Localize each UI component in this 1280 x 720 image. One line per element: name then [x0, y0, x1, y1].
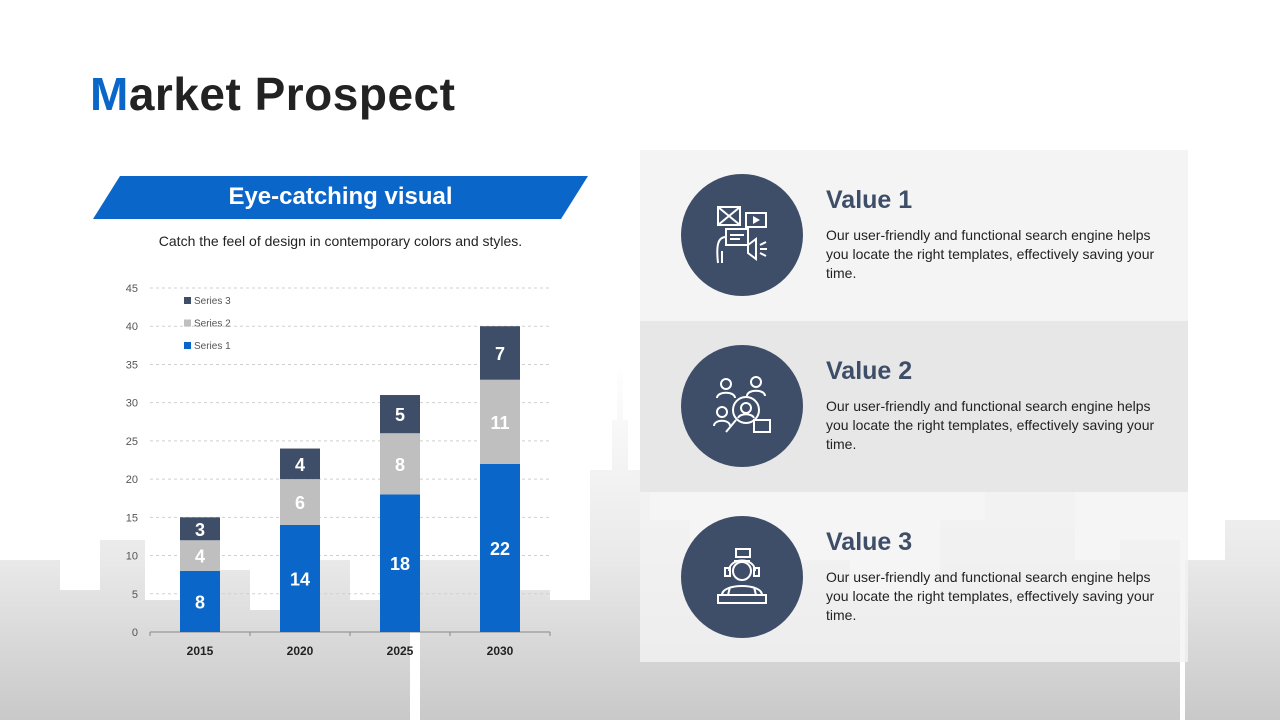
data-label: 8 [195, 592, 205, 612]
y-tick-label: 20 [126, 474, 138, 486]
y-tick-label: 40 [126, 321, 138, 333]
y-tick-label: 10 [126, 551, 138, 563]
legend-label: Series 1 [194, 341, 231, 352]
legend-swatch [184, 319, 191, 327]
data-label: 3 [195, 520, 205, 540]
bar-segment [380, 433, 420, 495]
bar-segment [180, 517, 220, 541]
x-tick-label: 2020 [287, 644, 314, 658]
data-label: 18 [390, 554, 410, 574]
data-label: 14 [290, 569, 310, 589]
value-1-title: Value 1 [826, 186, 913, 214]
data-label: 5 [395, 405, 405, 425]
value-2-title: Value 2 [826, 357, 913, 385]
y-tick-label: 25 [126, 436, 138, 448]
legend-label: Series 3 [194, 296, 231, 307]
legend-label: Series 2 [194, 319, 231, 330]
talent-search-icon [713, 376, 771, 433]
legend-swatch [184, 297, 191, 304]
bar-segment [280, 524, 320, 632]
page-title-rest: arket Prospect [128, 68, 456, 120]
value-2-icon-circle [681, 345, 803, 467]
banner-shape [93, 176, 588, 219]
y-tick-label: 0 [132, 627, 138, 639]
value-card-1: Value 1 Our user-friendly and functional… [640, 150, 1188, 321]
bar-segment [480, 326, 520, 380]
y-tick-label: 5 [132, 589, 138, 601]
x-tick-label: 2015 [187, 644, 214, 658]
data-label: 4 [295, 455, 305, 475]
bar-segment [280, 448, 320, 480]
legend-swatch [184, 342, 191, 349]
media-marketing-icon [716, 206, 767, 264]
bar-segment [480, 379, 520, 464]
y-tick-label: 35 [126, 359, 138, 371]
bar-segment [180, 570, 220, 632]
data-label: 7 [495, 344, 505, 364]
bar-segment [480, 463, 520, 632]
data-label: 22 [490, 539, 510, 559]
value-1-icon-circle [681, 174, 803, 296]
data-label: 11 [490, 413, 509, 433]
banner-label: Eye-catching visual [228, 183, 453, 210]
data-label: 6 [295, 493, 305, 513]
value-3-text: Our user-friendly and functional search … [826, 569, 1155, 623]
bar-segment [280, 479, 320, 525]
bar-segment [380, 494, 420, 632]
y-tick-label: 30 [126, 398, 138, 410]
x-tick-label: 2025 [387, 644, 414, 658]
values-panel: Value 1 Our user-friendly and functional… [640, 150, 1188, 662]
support-agent-icon [717, 548, 767, 604]
bar-segment [380, 395, 420, 434]
value-2-text: Our user-friendly and functional search … [826, 398, 1155, 452]
page-title-accent: M [90, 68, 129, 120]
section-banner: Eye-catching visual [93, 176, 588, 219]
page-title: Market Prospect [90, 68, 455, 120]
y-tick-label: 45 [126, 283, 138, 295]
stacked-bar-chart: 0510152025303540458432015146420201885202… [126, 283, 551, 658]
data-label: 8 [395, 455, 405, 475]
value-1-text: Our user-friendly and functional search … [826, 227, 1155, 281]
value-3-title: Value 3 [826, 528, 913, 556]
chart-subtitle: Catch the feel of design in contemporary… [158, 233, 523, 249]
y-tick-label: 15 [126, 512, 138, 524]
value-card-3: Value 3 Our user-friendly and functional… [640, 492, 1188, 662]
bar-segment [180, 540, 220, 571]
value-3-icon-circle [681, 516, 803, 638]
x-tick-label: 2030 [487, 644, 514, 658]
data-label: 4 [195, 547, 205, 567]
value-card-2: Value 2 Our user-friendly and functional… [640, 321, 1188, 492]
